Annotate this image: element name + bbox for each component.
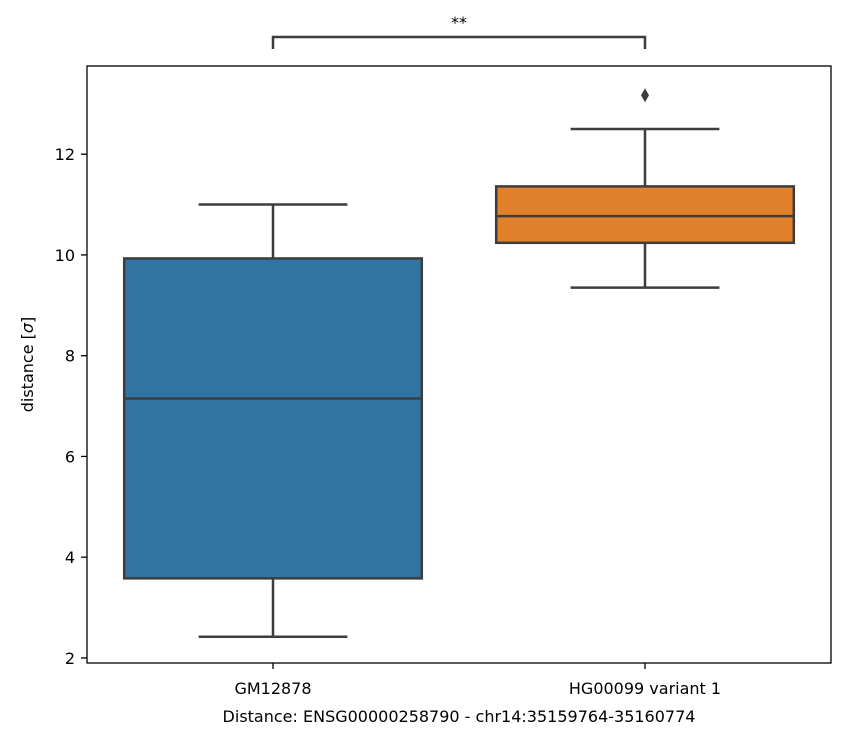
y-tick-label: 8 [65, 347, 75, 366]
y-axis-label: distance [σ] [18, 317, 37, 413]
y-tick-label: 2 [65, 649, 75, 668]
y-tick-label: 12 [55, 145, 75, 164]
x-axis-ticks: GM12878 HG00099 variant 1 [234, 663, 721, 698]
x-tick-label: HG00099 variant 1 [569, 679, 721, 698]
significance-label: ** [451, 13, 467, 32]
plot-area [122, 88, 796, 639]
box-iqr [122, 257, 424, 580]
box-iqr [494, 185, 796, 245]
significance-bracket [271, 35, 647, 49]
y-tick-label: 6 [65, 447, 75, 466]
significance-annotation: ** [271, 13, 647, 49]
box-group [494, 88, 796, 289]
y-axis-ticks: 2 4 6 8 10 12 [55, 145, 87, 668]
x-tick-label: GM12878 [234, 679, 311, 698]
box-group [122, 203, 424, 639]
y-tick-label: 4 [65, 548, 75, 567]
y-tick-label: 10 [55, 246, 75, 265]
x-axis-label: Distance: ENSG00000258790 - chr14:351597… [223, 707, 696, 726]
axes-frame [86, 65, 832, 664]
outlier-point [641, 88, 649, 103]
